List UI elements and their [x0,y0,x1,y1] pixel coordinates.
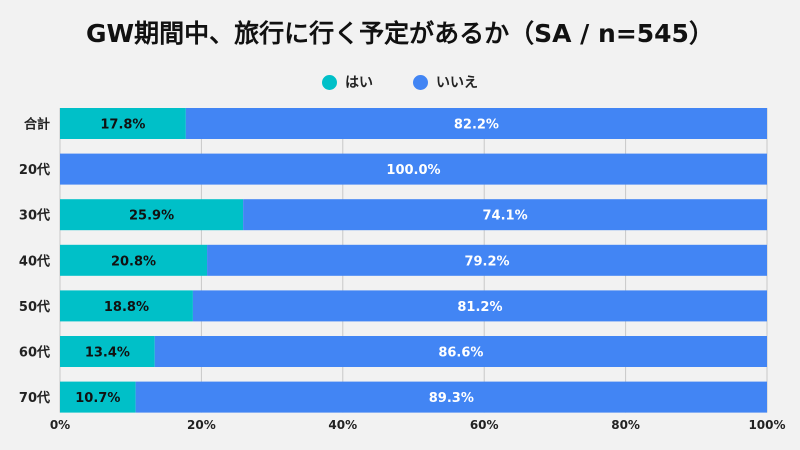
bar-segment-yes [60,336,155,367]
x-tick-label: 0% [50,418,70,432]
bar-segment-no [243,199,767,231]
data-label: 13.4% [85,346,130,361]
data-label: 89.3% [429,391,474,406]
legend-swatch-no [413,74,428,90]
legend-item-no: いいえ [413,72,478,92]
y-category-label: 70代 [19,390,50,406]
y-category-label: 40代 [19,253,50,269]
data-label: 86.6% [438,346,483,361]
bar-segment-no [60,153,767,185]
bar-segment-no [135,381,768,413]
bar-segment-no [207,244,767,276]
y-category-label: 20代 [19,162,50,178]
x-tick-label: 40% [328,418,357,432]
chart-title: GW期間中、旅行に行く予定があるか（SA / n=545） [86,19,714,48]
data-label: 74.1% [483,209,528,224]
data-label: 18.8% [104,300,149,315]
y-category-label: 合計 [24,117,50,133]
bar-segment-yes [60,108,186,139]
bar-segment-no [185,108,767,139]
legend-label-yes: はい [345,75,373,91]
legend: はい いいえ [0,72,800,92]
x-tick-label: 80% [611,418,640,432]
bar-segment-no [192,290,767,322]
data-label: 20.8% [111,254,156,269]
data-label: 79.2% [464,254,509,269]
legend-item-yes: はい [322,72,373,92]
x-tick-label: 60% [470,418,499,432]
bar-segment-yes [60,199,244,231]
legend-swatch-yes [322,74,337,90]
bar-segment-yes [60,381,136,413]
bar-segment-yes [60,290,193,322]
data-label: 100.0% [386,163,440,178]
bar-segment-yes [60,244,208,276]
data-label: 82.2% [454,118,499,133]
data-label: 10.7% [75,391,120,406]
y-category-label: 50代 [19,299,50,315]
y-category-label: 30代 [19,208,50,224]
x-tick-label: 20% [187,418,216,432]
data-label: 17.8% [100,118,145,133]
legend-label-no: いいえ [436,75,478,91]
x-tick-label: 100% [748,418,785,432]
y-category-label: 60代 [19,345,50,361]
data-label: 25.9% [129,209,174,224]
bar-segment-no [154,336,767,367]
data-label: 81.2% [457,300,502,315]
